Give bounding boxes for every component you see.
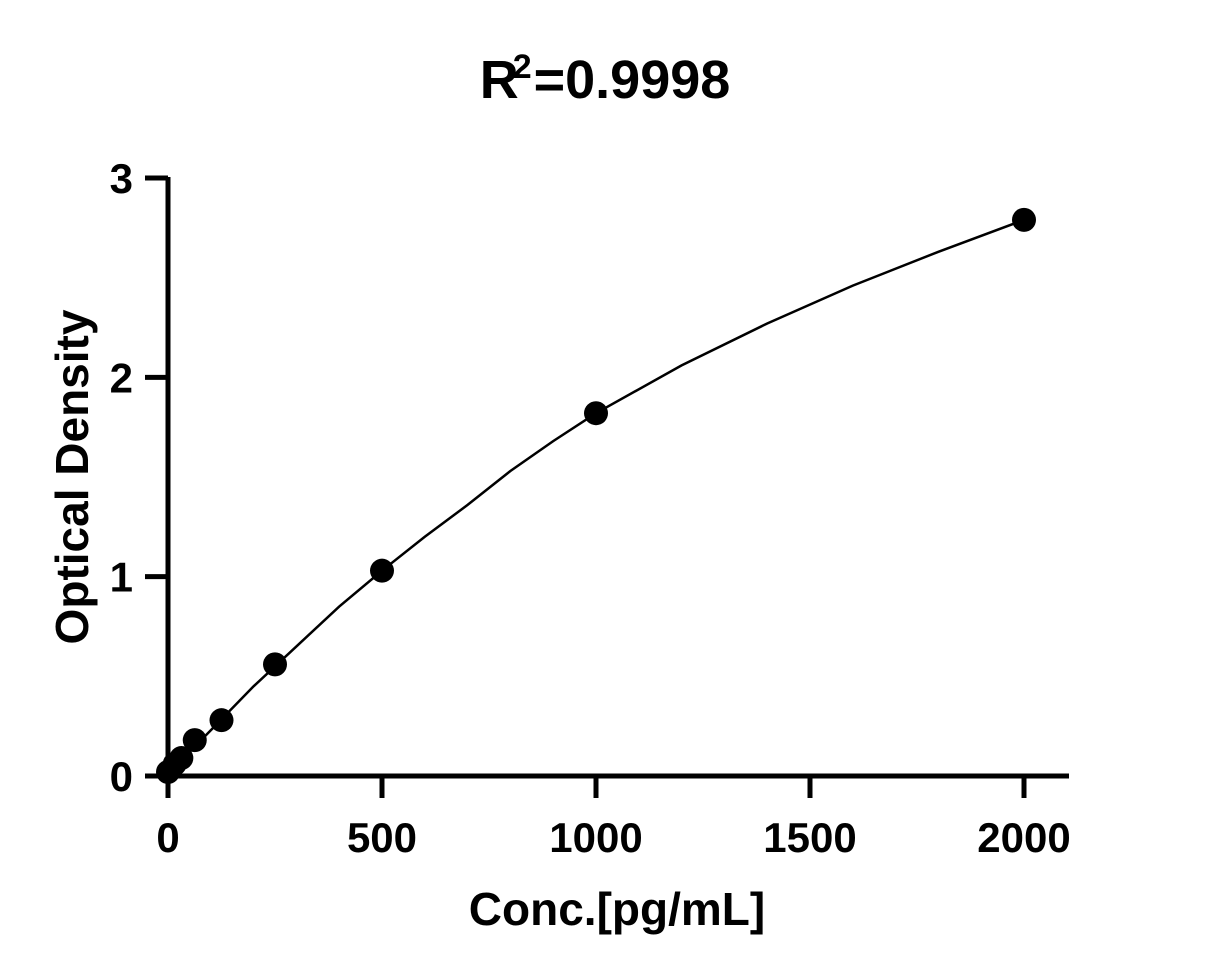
x-tick-label: 0 — [156, 814, 179, 861]
data-point — [263, 652, 287, 677]
x-tick-label: 1500 — [763, 814, 856, 861]
title-rest: =0.9998 — [533, 50, 731, 110]
data-point — [1012, 207, 1036, 232]
data-point — [209, 708, 234, 733]
y-tick-label: 1 — [110, 554, 133, 601]
fit-curve — [167, 218, 1025, 775]
y-tick-label: 0 — [110, 753, 133, 800]
x-tick-label: 2000 — [977, 814, 1070, 861]
title-superscript: 2 — [512, 48, 532, 86]
data-point — [370, 558, 394, 583]
data-point — [584, 401, 608, 426]
y-axis-label: Optical Density — [46, 309, 98, 644]
title-base: R — [479, 50, 519, 110]
y-tick-label: 2 — [110, 354, 133, 401]
y-tick-label: 3 — [110, 155, 133, 202]
x-tick-label: 500 — [347, 814, 417, 861]
data-point — [169, 746, 194, 771]
data-point — [182, 728, 207, 753]
x-axis-label: Conc.[pg/mL] — [469, 883, 765, 935]
y-ticks: 0 1 2 3 — [110, 155, 168, 800]
axes — [165, 177, 1069, 779]
x-tick-label: 1000 — [549, 814, 642, 861]
data-points — [156, 207, 1036, 785]
x-ticks: 0 500 1000 1500 2000 — [156, 776, 1071, 861]
chart-title: R2=0.9998 — [0, 48, 1210, 111]
